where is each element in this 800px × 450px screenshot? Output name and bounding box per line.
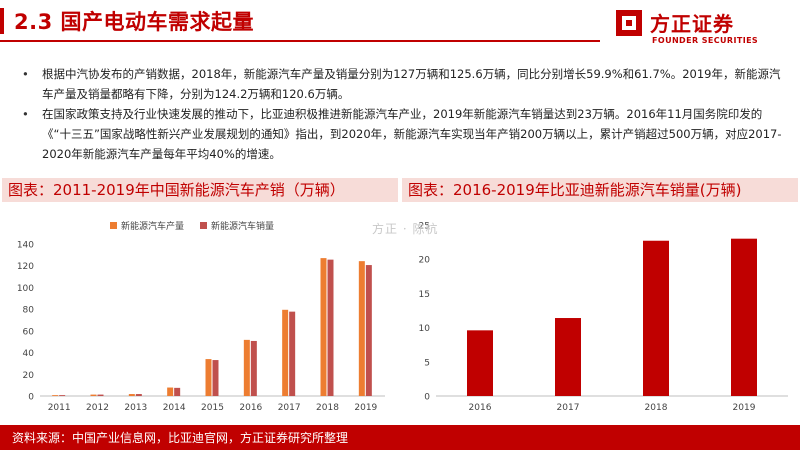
x-tick-label: 2013 — [124, 403, 147, 413]
bar-production — [128, 394, 135, 396]
x-tick-label: 2011 — [48, 403, 71, 413]
y-tick-label: 60 — [23, 327, 35, 337]
y-tick-label: 5 — [424, 358, 430, 368]
y-tick-label: 80 — [23, 306, 35, 316]
bar-sales — [212, 360, 219, 396]
bar-production — [52, 395, 59, 396]
y-tick-label: 20 — [23, 371, 35, 381]
bar-sales — [97, 394, 104, 396]
bar-production — [205, 359, 212, 396]
bar-production — [282, 309, 289, 396]
y-tick-label: 10 — [419, 324, 431, 334]
y-tick-label: 20 — [419, 256, 431, 266]
y-tick-label: 15 — [419, 290, 430, 300]
x-tick-label: 2017 — [557, 403, 580, 413]
bullet-item: 根据中汽协发布的产销数据，2018年，新能源汽车产量及销量分别为127万辆和12… — [18, 64, 788, 104]
bar-production — [243, 339, 250, 396]
legend-swatch-sales — [200, 222, 207, 229]
y-tick-label: 25 — [419, 222, 430, 232]
bar-sales — [59, 395, 66, 396]
page-title: 2.3 国产电动车需求起量 — [14, 10, 255, 34]
title-divider — [0, 40, 600, 42]
chart-ev-production-sales: 0 20 40 60 80 100 120 140 2011 2012 2013 2014 2015 20… — [17, 220, 385, 413]
bar-byd-sales — [643, 240, 669, 396]
x-tick-label: 2015 — [201, 403, 224, 413]
chart-title-byd-sales: 图表：2016-2019年比亚迪新能源汽车销量(万辆) — [402, 178, 798, 202]
x-tick-label: 2014 — [163, 403, 186, 413]
bar-production — [90, 394, 97, 396]
bar-sales — [365, 265, 372, 396]
logo-name-cn: 方正证券 — [650, 12, 734, 36]
founder-logo-icon — [616, 10, 642, 36]
bar-byd-sales — [467, 330, 493, 396]
x-tick-label: 2018 — [645, 403, 668, 413]
x-tick-label: 2012 — [86, 403, 109, 413]
y-tick-label: 40 — [23, 349, 35, 359]
bullet-item: 在国家政策支持及行业快速发展的推动下，比亚迪积极推进新能源汽车产业，2019年新… — [18, 104, 788, 164]
title-accent-bar — [0, 8, 4, 34]
founder-securities-logo: 方正证券 FOUNDER SECURITIES — [616, 6, 796, 52]
x-tick-label: 2018 — [316, 403, 339, 413]
y-tick-label: 0 — [424, 393, 430, 403]
bar-production — [320, 258, 327, 396]
chart-byd-sales: 0 5 10 15 20 25 2016 2017 2018 2019 — [419, 222, 788, 413]
watermark: 方正 · 陈杭 — [372, 222, 439, 236]
y-tick-label: 140 — [17, 241, 34, 251]
legend-label-sales: 新能源汽车销量 — [211, 220, 274, 232]
y-tick-label: 0 — [28, 393, 34, 403]
x-tick-label: 2016 — [239, 403, 262, 413]
bar-production — [167, 387, 174, 396]
footer-bar: 资料来源：中国产业信息网，比亚迪官网，方正证券研究所整理 — [0, 425, 800, 450]
bullet-list: 根据中汽协发布的产销数据，2018年，新能源汽车产量及销量分别为127万辆和12… — [18, 64, 788, 164]
x-tick-label: 2017 — [278, 403, 301, 413]
x-tick-label: 2016 — [469, 403, 492, 413]
y-tick-label: 100 — [17, 284, 34, 294]
bar-sales — [289, 311, 296, 396]
chart-title-ev-production-sales: 图表：2011-2019年中国新能源汽车产销（万辆） — [2, 178, 398, 202]
legend-swatch-production — [110, 222, 117, 229]
bar-production — [358, 261, 365, 396]
bar-sales — [250, 340, 257, 396]
bar-sales — [174, 387, 181, 396]
x-tick-label: 2019 — [354, 403, 377, 413]
y-tick-label: 120 — [17, 262, 34, 272]
header: 2.3 国产电动车需求起量 — [0, 0, 800, 60]
bar-byd-sales — [555, 318, 581, 396]
bar-byd-sales — [731, 238, 757, 396]
logo-name-en: FOUNDER SECURITIES — [652, 36, 759, 45]
bar-sales — [327, 259, 334, 396]
x-tick-label: 2019 — [733, 403, 756, 413]
legend-label-production: 新能源汽车产量 — [121, 220, 184, 232]
source-note: 资料来源：中国产业信息网，比亚迪官网，方正证券研究所整理 — [12, 431, 349, 445]
bar-sales — [135, 394, 142, 396]
